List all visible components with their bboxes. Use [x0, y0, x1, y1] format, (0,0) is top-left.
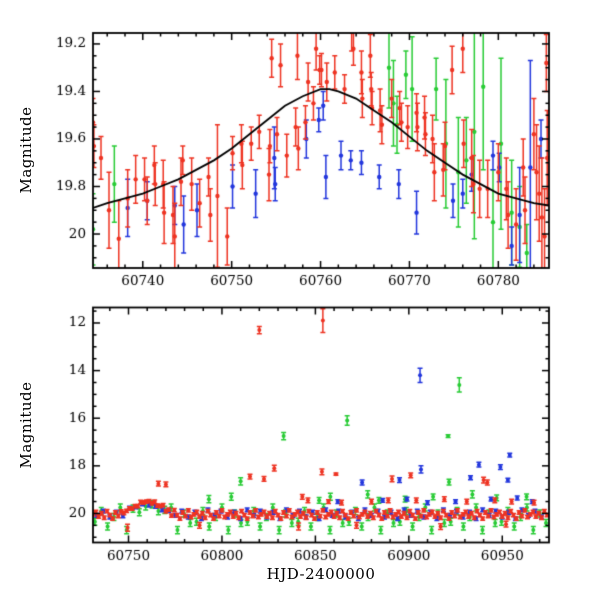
x-axis-title: HJD-2400000 [266, 565, 376, 583]
top-panel-y-axis-title: Magnitude [17, 106, 35, 194]
bottom-panel-y-axis-title: Magnitude [17, 381, 35, 469]
